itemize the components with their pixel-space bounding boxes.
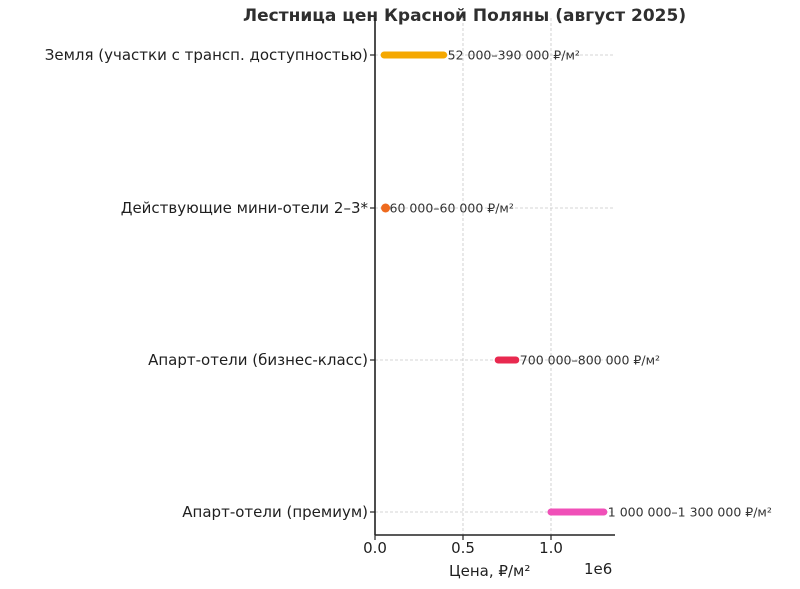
x-tick-label: 0.0 bbox=[363, 539, 387, 557]
y-tick-label: Апарт-отели (бизнес-класс) bbox=[148, 351, 368, 369]
range-value-label: 60 000–60 000 ₽/м² bbox=[389, 200, 514, 216]
range-value-label: 1 000 000–1 300 000 ₽/м² bbox=[607, 504, 772, 520]
grid-lines bbox=[375, 18, 615, 535]
y-tick-label: Действующие мини-отели 2–3* bbox=[120, 199, 368, 217]
x-axis-offset-label: 1e6 bbox=[584, 560, 613, 578]
range-value-label: 52 000–390 000 ₽/м² bbox=[447, 47, 580, 63]
range-point bbox=[381, 203, 391, 213]
axis-ticks bbox=[370, 54, 552, 540]
x-tick-label: 1.0 bbox=[539, 539, 563, 557]
chart-title: Лестница цен Красной Поляны (август 2025… bbox=[243, 6, 687, 26]
x-tick-label: 0.5 bbox=[451, 539, 475, 557]
x-axis-label: Цена, ₽/м² bbox=[449, 562, 531, 580]
y-tick-label: Земля (участки с трансп. доступностью) bbox=[44, 46, 368, 64]
range-bars bbox=[380, 51, 608, 516]
y-tick-label: Апарт-отели (премиум) bbox=[182, 503, 368, 521]
range-value-label: 700 000–800 000 ₽/м² bbox=[519, 352, 661, 368]
